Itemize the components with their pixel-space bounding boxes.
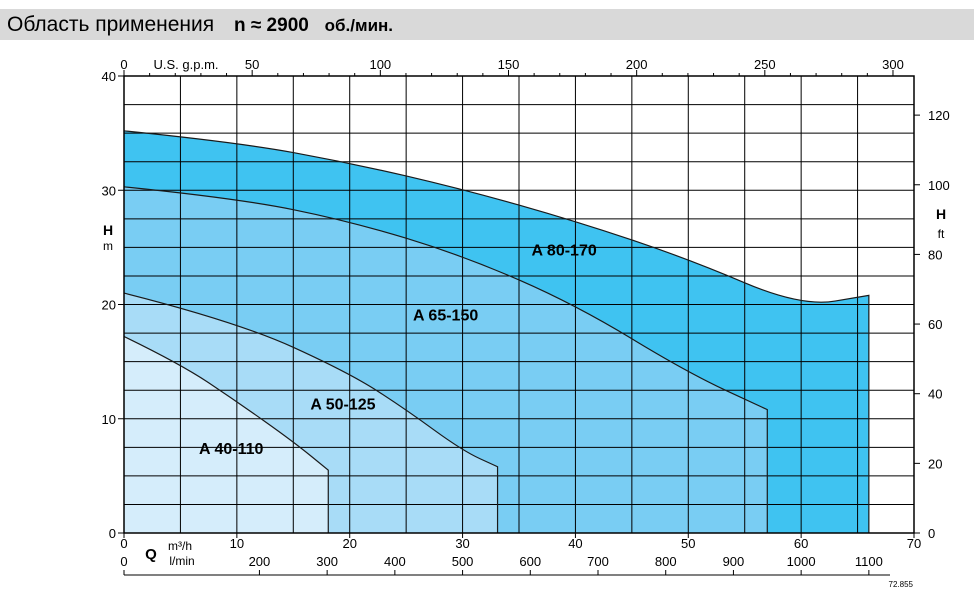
y-right-tick-label: 60 — [928, 317, 942, 332]
x-bottom2-tick-label: 0 — [120, 554, 127, 569]
series-label-a-80-170: A 80-170 — [532, 242, 597, 259]
curve-a-40-110 — [123, 335, 329, 533]
y-right-tick-label: 0 — [928, 526, 935, 541]
x-bottom-axis-unit: m³/h — [168, 539, 192, 553]
x-top-axis-unit: U.S. g.p.m. — [153, 57, 218, 72]
y-right-tick-label: 40 — [928, 387, 942, 402]
x-top-tick-label: 100 — [369, 57, 391, 72]
x-bottom2-tick-label: 1100 — [855, 554, 883, 569]
y-left-tick-label: 10 — [102, 412, 116, 427]
y-right-axis-label: H — [936, 206, 946, 222]
x-bottom-axis-label: Q — [145, 546, 157, 563]
x-top-tick-label: 0 — [120, 57, 127, 72]
x-bottom2-tick-label: 200 — [249, 554, 271, 569]
y-left-axis-unit: m — [103, 239, 113, 253]
y-left-tick-label: 30 — [102, 183, 116, 198]
y-left-tick-label: 20 — [102, 298, 116, 313]
title-text: Область применения — [7, 13, 215, 36]
speed-label: n ≈ 2900 — [233, 15, 309, 36]
figure-code: 72.855 — [889, 580, 914, 589]
y-left-axis-label: H — [103, 222, 113, 238]
curve-a-80-170 — [123, 130, 870, 533]
y-left-tick-label: 40 — [102, 69, 116, 84]
y-left-tick-label: 0 — [109, 526, 116, 541]
series-label-a-50-125: A 50-125 — [310, 397, 375, 414]
curve-a-50-125 — [123, 292, 499, 533]
series-label-a-65-150: A 65-150 — [413, 307, 478, 324]
x-bottom-tick-label: 20 — [342, 536, 356, 551]
x-top-tick-label: 300 — [882, 57, 904, 72]
x-top-tick-label: 150 — [498, 57, 520, 72]
x-bottom-tick-label: 60 — [794, 536, 808, 551]
x-bottom2-tick-label: 700 — [587, 554, 609, 569]
area-a-40-110 — [124, 336, 329, 533]
x-bottom2-tick-label: 300 — [316, 554, 338, 569]
x-bottom-tick-label: 10 — [230, 536, 244, 551]
x-bottom2-tick-label: 600 — [519, 554, 541, 569]
x-top-tick-label: 200 — [626, 57, 648, 72]
page-title: Область применения n ≈ 2900 об./мин. — [7, 13, 393, 37]
x-bottom-tick-label: 40 — [568, 536, 582, 551]
x-bottom2-tick-label: 1000 — [787, 554, 816, 569]
x-bottom-tick-label: 30 — [455, 536, 469, 551]
x-bottom2-tick-label: 400 — [384, 554, 406, 569]
y-right-tick-label: 100 — [928, 178, 950, 193]
x-bottom-tick-label: 50 — [681, 536, 695, 551]
header-bar — [0, 9, 974, 40]
x-bottom-tick-label: 70 — [907, 536, 921, 551]
x-bottom-tick-label: 0 — [120, 536, 127, 551]
speed-unit: об./мин. — [324, 16, 394, 35]
x-top-tick-label: 50 — [245, 57, 259, 72]
x-bottom2-axis-unit: l/min — [169, 554, 194, 568]
y-right-tick-label: 80 — [928, 247, 942, 262]
curve-a-65-150 — [123, 186, 768, 533]
y-right-axis-unit: ft — [938, 227, 945, 241]
x-bottom2-tick-label: 900 — [723, 554, 745, 569]
x-bottom2-tick-label: 800 — [655, 554, 677, 569]
x-top-tick-label: 250 — [754, 57, 776, 72]
y-right-tick-label: 120 — [928, 108, 950, 123]
x-bottom2-tick-label: 500 — [452, 554, 474, 569]
series-label-a-40-110: A 40-110 — [199, 441, 263, 458]
y-right-tick-label: 20 — [928, 456, 942, 471]
